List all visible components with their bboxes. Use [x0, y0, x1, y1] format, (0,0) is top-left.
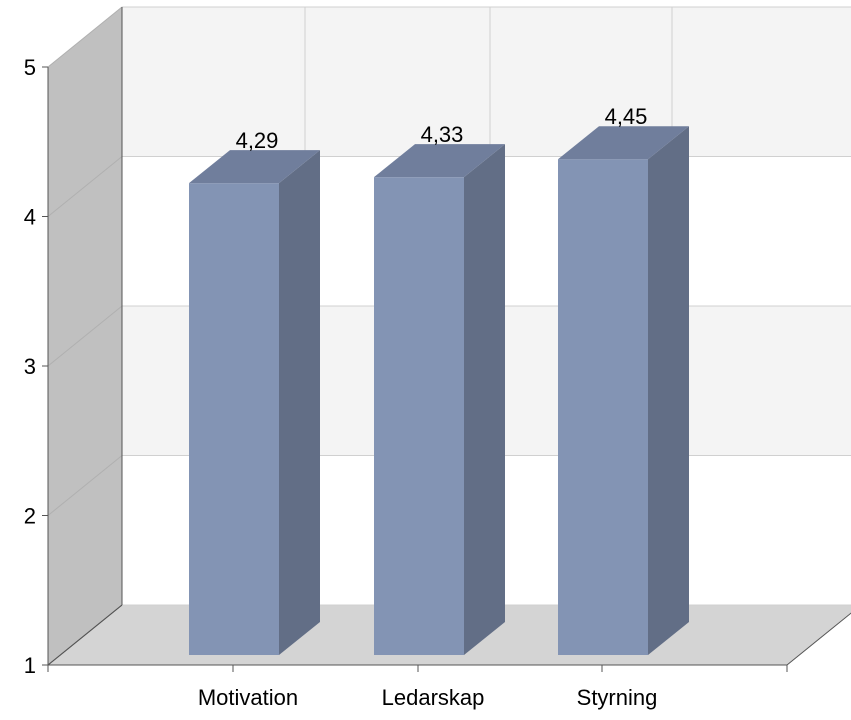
- back-wall-band: [122, 7, 851, 157]
- bar-top: [558, 126, 689, 160]
- y-tick-label: 3: [24, 354, 36, 379]
- category-label: Ledarskap: [382, 685, 485, 710]
- bar: [558, 126, 689, 656]
- side-gridline: [47, 6, 123, 68]
- category-label: Styrning: [577, 685, 658, 710]
- bar-top: [189, 150, 320, 184]
- bar-top: [374, 144, 505, 178]
- bar-front: [558, 159, 648, 655]
- side-gridline: [47, 305, 123, 367]
- chart-bars: [189, 126, 689, 656]
- bar-front: [374, 177, 464, 656]
- y-tick-label: 4: [24, 205, 36, 230]
- y-tick-label: 1: [24, 653, 36, 678]
- bar-side: [279, 150, 320, 655]
- side-gridline: [47, 156, 123, 217]
- category-label: Motivation: [198, 685, 298, 710]
- bar: [374, 144, 505, 656]
- bar: [189, 150, 320, 655]
- bar-front: [189, 183, 279, 655]
- y-tick-label: 2: [24, 504, 36, 529]
- data-label: 4,45: [605, 104, 648, 129]
- y-tick-label: 5: [24, 55, 36, 80]
- floor-right-edge: [786, 612, 851, 666]
- side-gridline: [47, 455, 123, 516]
- chart-labels: 4,29 Motivation 4,33 Ledarskap 4,45 Styrning: [198, 104, 658, 710]
- side-gridline: [47, 604, 123, 666]
- bar-side: [464, 144, 505, 656]
- data-label: 4,33: [421, 122, 464, 147]
- bar-side: [648, 126, 689, 656]
- chart-axes: 1 2 3 4 5: [24, 55, 788, 678]
- data-label: 4,29: [236, 128, 279, 153]
